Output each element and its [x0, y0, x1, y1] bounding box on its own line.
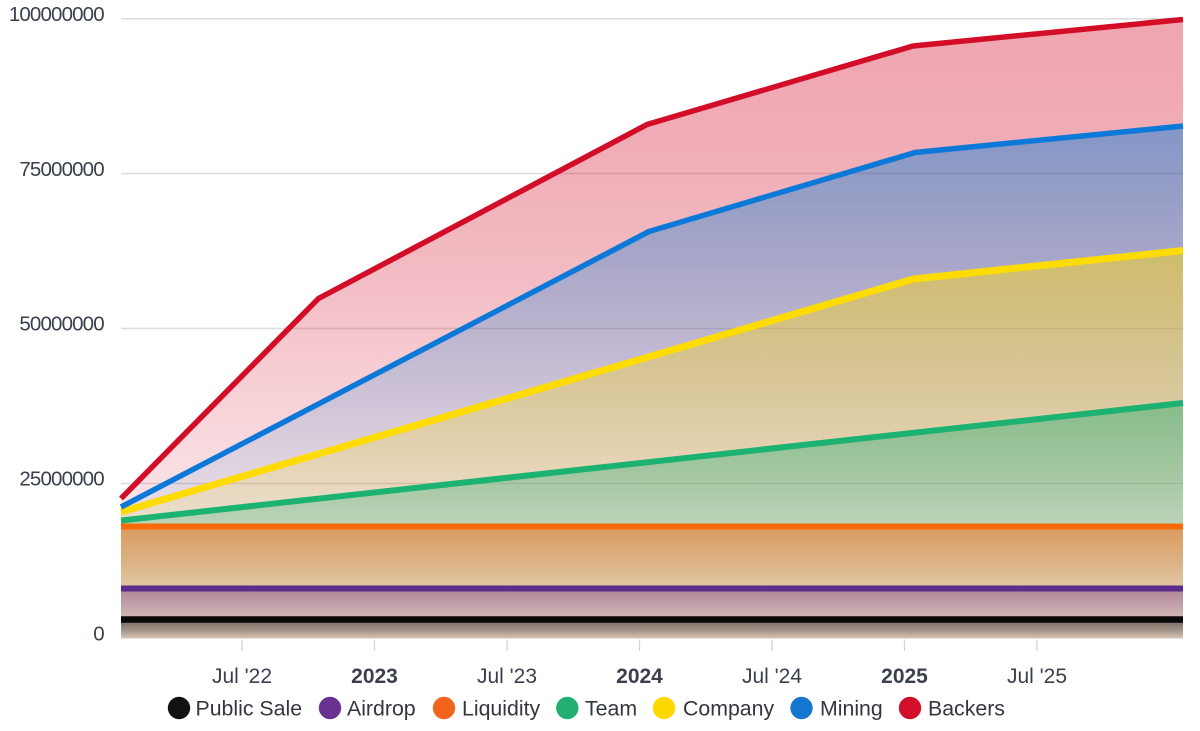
- svg-text:Jul '23: Jul '23: [477, 665, 537, 688]
- svg-text:Airdrop: Airdrop: [347, 697, 416, 721]
- svg-text:50000000: 50000000: [19, 313, 104, 336]
- svg-text:Liquidity: Liquidity: [462, 697, 540, 721]
- svg-text:Team: Team: [585, 697, 637, 721]
- svg-text:Jul '24: Jul '24: [742, 665, 802, 688]
- svg-text:2024: 2024: [616, 665, 663, 688]
- svg-text:2025: 2025: [881, 665, 928, 688]
- svg-text:Jul '25: Jul '25: [1007, 665, 1067, 688]
- svg-text:75000000: 75000000: [19, 158, 104, 181]
- svg-text:100000000: 100000000: [9, 3, 104, 26]
- svg-text:2023: 2023: [351, 665, 398, 688]
- svg-text:Mining: Mining: [820, 697, 883, 721]
- svg-text:0: 0: [93, 623, 104, 646]
- svg-text:Backers: Backers: [928, 697, 1005, 721]
- svg-text:Company: Company: [683, 697, 774, 721]
- svg-text:Public Sale: Public Sale: [196, 697, 303, 721]
- svg-text:25000000: 25000000: [19, 468, 104, 491]
- svg-text:Jul '22: Jul '22: [212, 665, 272, 688]
